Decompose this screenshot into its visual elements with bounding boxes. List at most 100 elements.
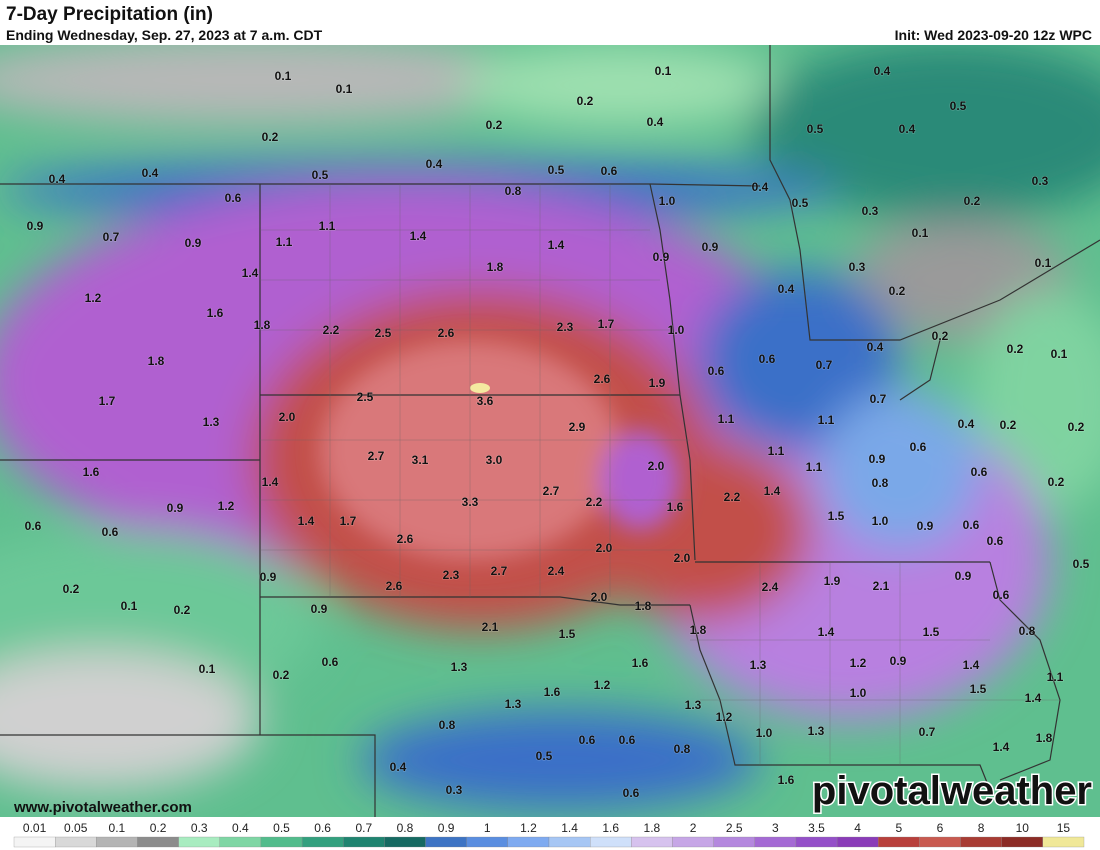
precip-label: 1.5 — [923, 625, 940, 639]
colorbar-label: 15 — [1057, 821, 1071, 835]
colorbar-label: 1.6 — [602, 821, 619, 835]
precip-label: 2.0 — [674, 551, 691, 565]
precip-label: 1.2 — [85, 291, 102, 305]
precip-label: 0.7 — [870, 392, 887, 406]
colorbar-swatch — [507, 836, 550, 848]
precip-label: 0.1 — [1051, 347, 1068, 361]
precip-label: 1.2 — [218, 499, 235, 513]
precip-label: 0.9 — [185, 236, 202, 250]
precip-label: 0.2 — [932, 329, 949, 343]
precip-label: 1.4 — [242, 266, 259, 280]
precip-label: 2.0 — [648, 459, 665, 473]
colorbar-label: 0.1 — [109, 821, 126, 835]
precip-label: 0.7 — [103, 230, 120, 244]
precip-label: 0.8 — [505, 184, 522, 198]
precip-label: 0.6 — [759, 352, 776, 366]
colorbar-label: 0.01 — [23, 821, 47, 835]
precip-label: 2.5 — [357, 390, 374, 404]
colorbar-label: 8 — [978, 821, 985, 835]
precip-label: 0.1 — [199, 662, 216, 676]
precip-label: 0.2 — [1068, 420, 1085, 434]
precip-label: 0.8 — [439, 718, 456, 732]
precip-label: 0.6 — [993, 588, 1010, 602]
precip-label: 0.2 — [577, 94, 594, 108]
colorbar-swatch — [178, 836, 220, 848]
colorbar-swatch — [836, 836, 879, 848]
precip-label: 2.4 — [762, 580, 779, 594]
colorbar-swatch — [919, 836, 961, 848]
precip-label: 1.0 — [659, 194, 676, 208]
colorbar-swatch — [260, 836, 303, 848]
precip-label: 3.0 — [486, 453, 503, 467]
precip-label: 0.3 — [862, 204, 879, 218]
precip-label: 1.4 — [818, 625, 835, 639]
precip-label: 1.7 — [99, 394, 116, 408]
precip-label: 1.3 — [505, 697, 522, 711]
precip-label: 0.5 — [536, 749, 553, 763]
precip-label: 1.6 — [544, 685, 561, 699]
precip-label: 0.1 — [912, 226, 929, 240]
precip-label: 0.5 — [312, 168, 329, 182]
precip-label: 1.8 — [487, 260, 504, 274]
precip-label: 2.1 — [482, 620, 499, 634]
logo: pivotalweather — [812, 769, 1092, 813]
precip-label: 0.6 — [963, 518, 980, 532]
colorbar-swatch — [795, 836, 838, 848]
precip-label: 0.9 — [955, 569, 972, 583]
max-spot — [470, 383, 490, 393]
colorbar-swatch — [878, 836, 920, 848]
colorbar-swatch — [672, 836, 714, 848]
colorbar-swatch — [301, 836, 344, 848]
precip-label: 0.9 — [890, 654, 907, 668]
colorbar-swatch — [96, 836, 138, 848]
colorbar-swatch — [590, 836, 632, 848]
precip-label: 0.7 — [919, 725, 936, 739]
precip-label: 0.4 — [867, 340, 884, 354]
precip-label: 0.1 — [275, 69, 292, 83]
precip-label: 1.4 — [764, 484, 781, 498]
precip-label: 0.5 — [548, 163, 565, 177]
colorbar-swatch — [137, 836, 179, 848]
precip-label: 0.9 — [260, 570, 277, 584]
colorbar-label: 0.8 — [397, 821, 414, 835]
precip-label: 1.8 — [254, 318, 271, 332]
precip-label: 1.3 — [750, 658, 767, 672]
precip-label: 1.6 — [207, 306, 224, 320]
precip-label: 0.3 — [446, 783, 463, 797]
precip-label: 0.4 — [49, 172, 66, 186]
precip-label: 0.2 — [964, 194, 981, 208]
precip-label: 1.1 — [319, 219, 336, 233]
precip-label: 1.4 — [410, 229, 427, 243]
precip-label: 0.9 — [869, 452, 886, 466]
precip-label: 0.4 — [778, 282, 795, 296]
precip-label: 1.5 — [828, 509, 845, 523]
precip-label: 1.3 — [451, 660, 468, 674]
precip-label: 2.3 — [443, 568, 460, 582]
colorbar-label: 0.3 — [191, 821, 208, 835]
precip-label: 1.4 — [993, 740, 1010, 754]
colorbar-swatch — [1001, 836, 1043, 848]
precip-label: 1.1 — [718, 412, 735, 426]
precip-label: 0.2 — [63, 582, 80, 596]
colorbar-swatch — [631, 836, 673, 848]
colorbar-swatch — [55, 836, 97, 848]
precip-label: 1.3 — [203, 415, 220, 429]
precip-label: 0.4 — [899, 122, 916, 136]
init-time: Init: Wed 2023-09-20 12z WPC — [895, 27, 1092, 43]
precip-label: 0.8 — [1019, 624, 1036, 638]
colorbar-label: 0.5 — [273, 821, 290, 835]
precip-label: 2.2 — [586, 495, 603, 509]
precip-label: 1.5 — [559, 627, 576, 641]
precip-label: 0.2 — [1048, 475, 1065, 489]
colorbar-swatch — [384, 836, 426, 848]
precip-label: 1.3 — [808, 724, 825, 738]
precip-label: 2.6 — [594, 372, 611, 386]
precip-label: 1.4 — [262, 475, 279, 489]
precip-label: 0.6 — [25, 519, 42, 533]
precip-label: 0.8 — [872, 476, 889, 490]
precip-label: 0.9 — [311, 602, 328, 616]
precip-label: 1.0 — [756, 726, 773, 740]
precip-label: 0.1 — [1035, 256, 1052, 270]
precip-label: 1.4 — [963, 658, 980, 672]
